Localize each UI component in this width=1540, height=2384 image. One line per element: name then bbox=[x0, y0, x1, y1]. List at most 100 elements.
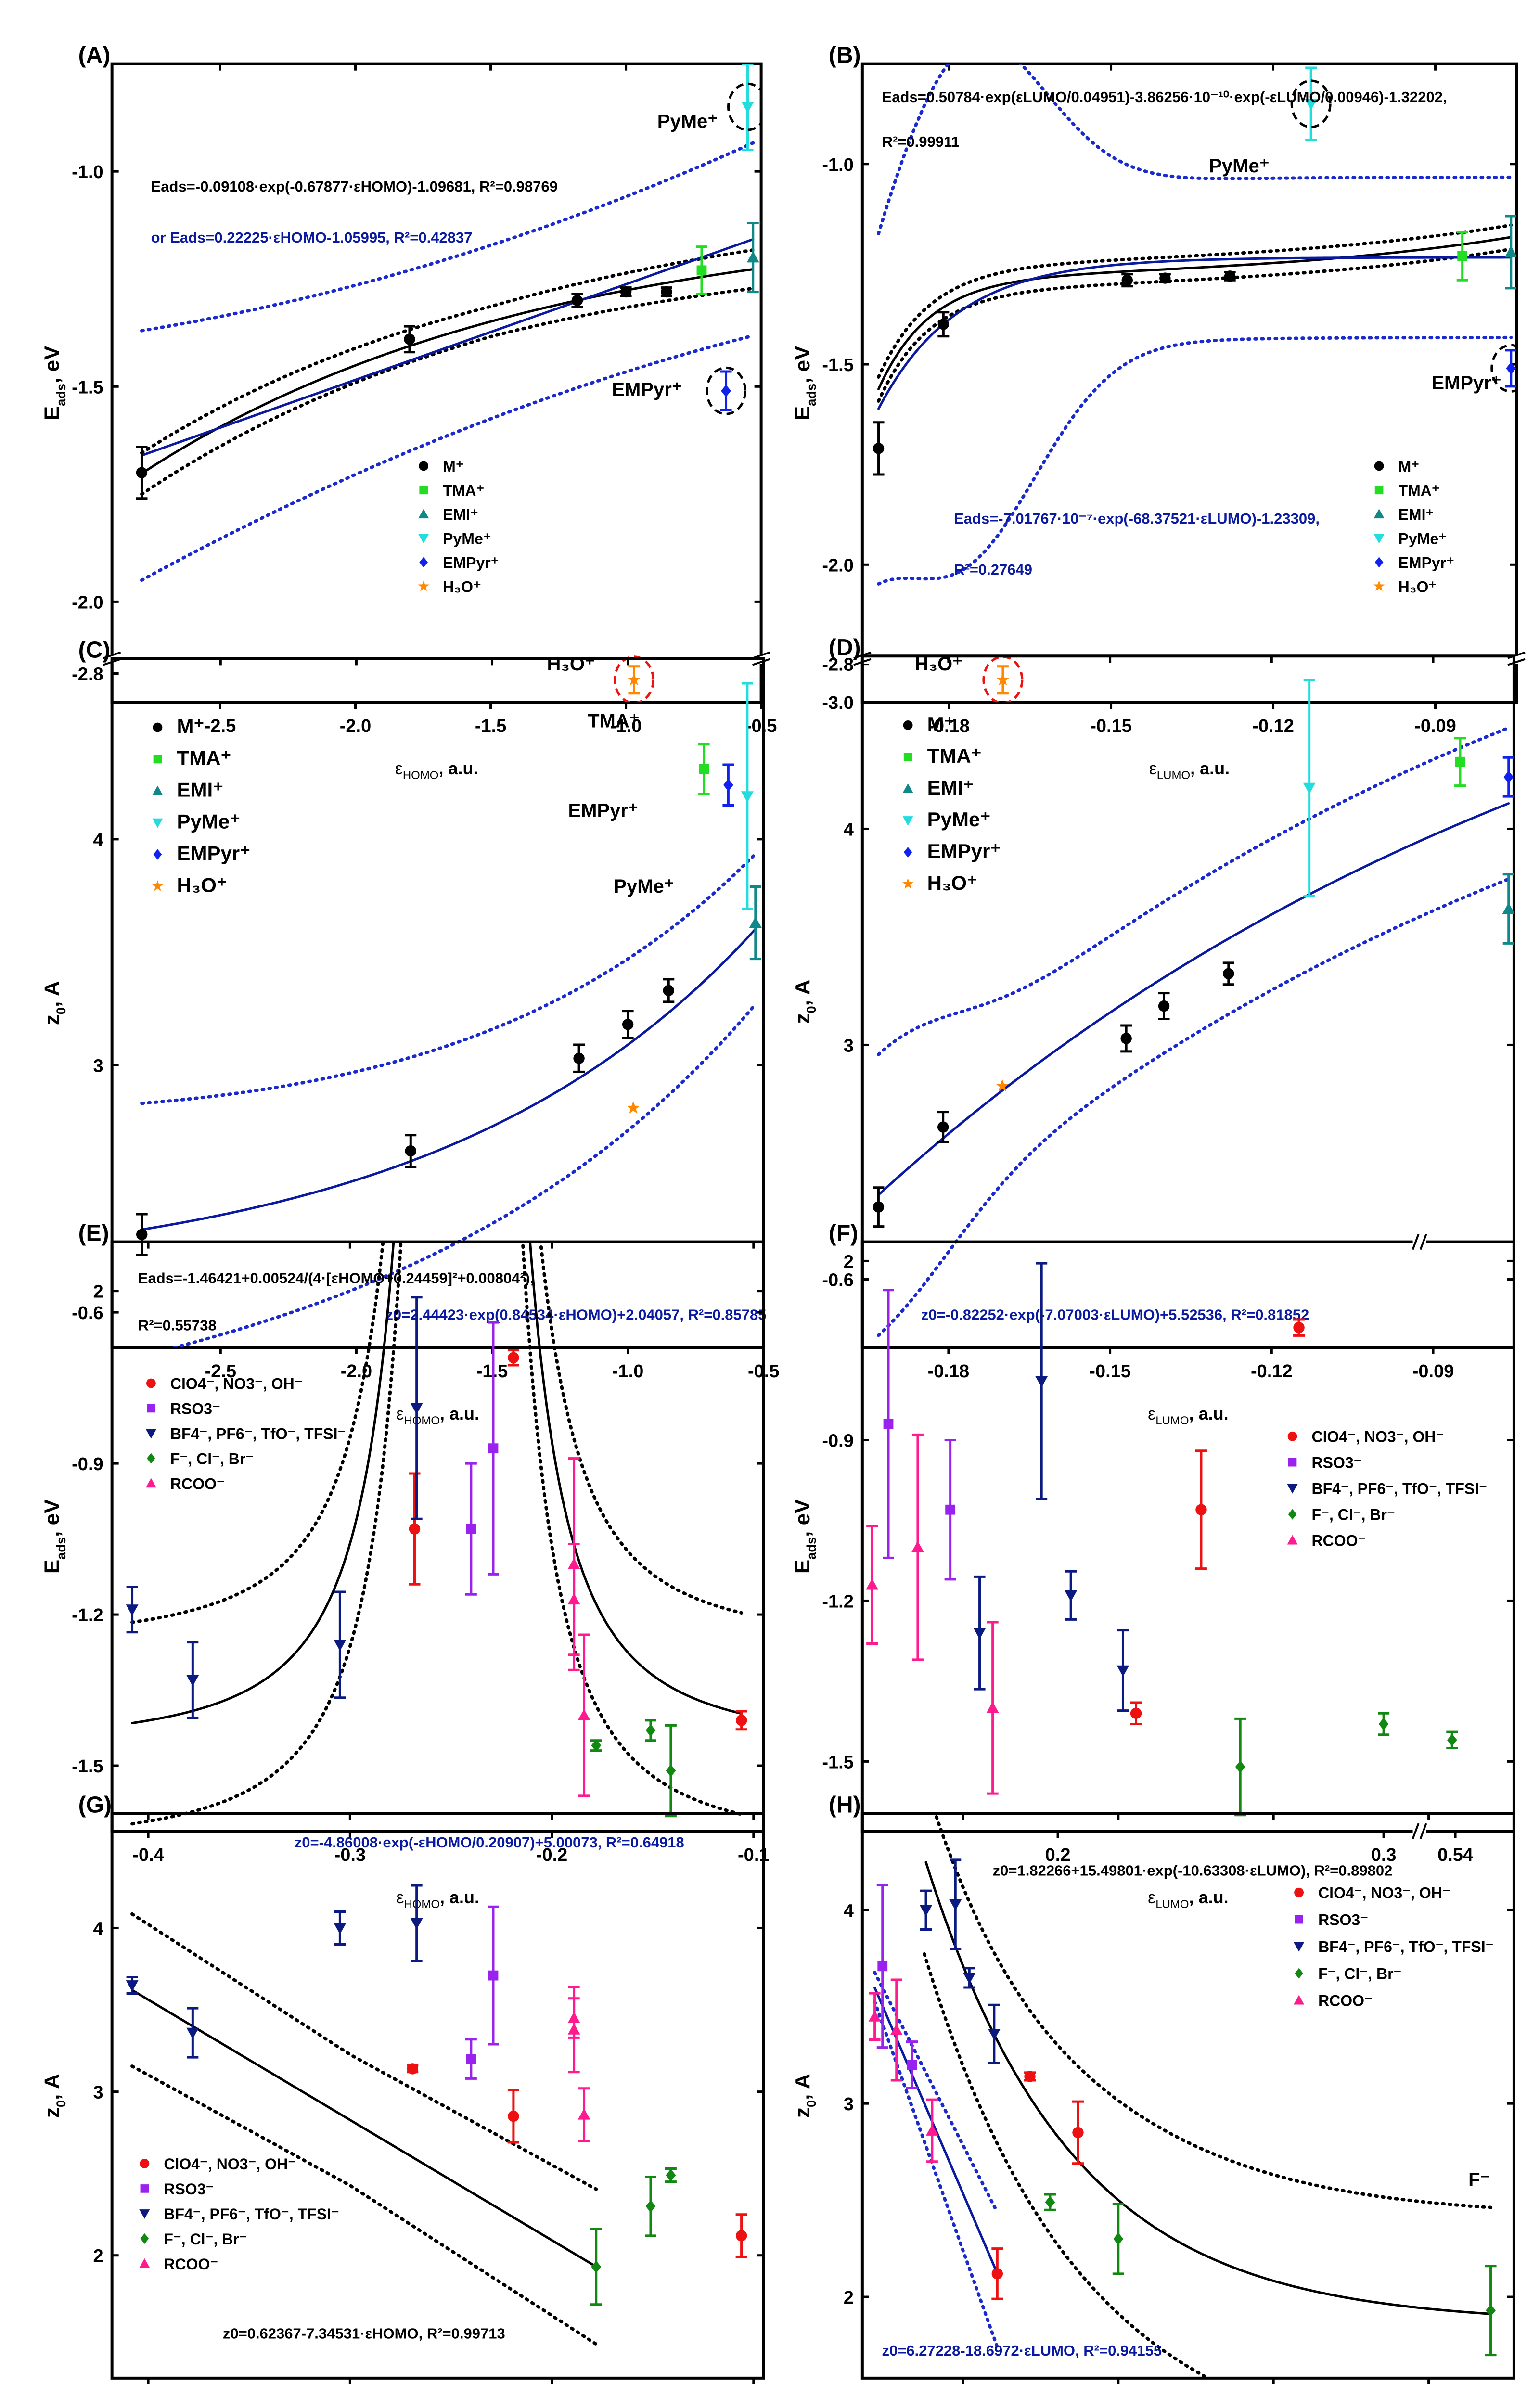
fit-curve-linH_up bbox=[873, 1971, 999, 2214]
legend-label: BF4⁻, PF6⁻, TfO⁻, TFSI⁻ bbox=[1312, 1480, 1487, 1498]
plot-area bbox=[136, 64, 761, 703]
legend-label: PyMe⁺ bbox=[443, 530, 491, 547]
plot-area bbox=[126, 1242, 747, 1826]
legend-item: PyMe⁺ bbox=[1373, 530, 1447, 547]
data-point bbox=[1158, 992, 1170, 1021]
data-point bbox=[663, 978, 675, 1003]
marker-triangle-up bbox=[1287, 1535, 1298, 1545]
marker-diamond bbox=[903, 846, 912, 858]
data-point bbox=[660, 286, 672, 298]
axis-break-mark bbox=[1412, 1233, 1420, 1250]
legend-item: EMPyr⁺ bbox=[903, 840, 1001, 862]
marker-triangle-down bbox=[741, 791, 754, 803]
data-point bbox=[1224, 270, 1236, 282]
data-point bbox=[126, 1976, 139, 1995]
highlight-circle bbox=[727, 82, 761, 131]
marker-triangle-down bbox=[418, 534, 429, 544]
marker-star bbox=[1373, 580, 1385, 591]
marker-triangle-down bbox=[741, 102, 754, 114]
legend-label: RCOO⁻ bbox=[1318, 1992, 1373, 2010]
data-point bbox=[620, 286, 632, 298]
marker-diamond bbox=[1447, 1733, 1457, 1746]
fit-curve-lorE_up bbox=[130, 1242, 744, 1624]
data-point bbox=[487, 1905, 499, 2046]
panel-label: (F) bbox=[829, 1221, 858, 1246]
legend-label: ClO4⁻, NO3⁻, OH⁻ bbox=[164, 2155, 296, 2173]
y-axis-label-unit: , eV bbox=[791, 1499, 814, 1537]
panel-B: (B) -2.0 -1.5 -1.0 -2.8 -3.0 -0.18 -0.15 -0.12 -0… bbox=[791, 43, 1526, 782]
data-point bbox=[1504, 215, 1517, 290]
data-point bbox=[410, 1296, 423, 1520]
marker-diamond bbox=[1486, 2304, 1496, 2317]
marker-diamond bbox=[1235, 1760, 1245, 1773]
y-axis-label-symbol: z bbox=[40, 1014, 64, 1025]
x-tick-label: -0.12 bbox=[1252, 716, 1294, 736]
marker-diamond bbox=[591, 1739, 602, 1752]
y-tick-label: 2 bbox=[844, 2288, 854, 2308]
x-axis-label-symbol: ε bbox=[396, 1887, 404, 1907]
legend-item: TMA⁺ bbox=[1374, 482, 1440, 499]
legend-label: PyMe⁺ bbox=[1399, 530, 1447, 547]
marker-circle bbox=[1120, 1033, 1132, 1044]
marker-diamond bbox=[591, 2260, 602, 2273]
axis-break-mark bbox=[752, 658, 770, 666]
marker-triangle-up bbox=[749, 916, 762, 928]
data-point bbox=[906, 2040, 918, 2089]
x-axis-label-subscript: LUMO bbox=[1155, 1414, 1189, 1427]
legend-item: F⁻, Cl⁻, Br⁻ bbox=[1295, 1965, 1401, 1983]
plot-frame bbox=[860, 1240, 1515, 1833]
plot-frame bbox=[110, 62, 763, 704]
x-axis-label-subscript: HOMO bbox=[404, 1898, 440, 1911]
data-point bbox=[1072, 2100, 1084, 2165]
marker-star bbox=[627, 1101, 640, 1114]
marker-circle bbox=[903, 720, 913, 730]
data-point bbox=[665, 1724, 677, 1818]
plot-area bbox=[868, 1813, 1497, 2378]
marker-circle bbox=[508, 1352, 519, 1364]
legend-item: RSO3⁻ bbox=[1288, 1454, 1362, 1472]
fit-curve-lorE_lo bbox=[130, 1242, 744, 1826]
legend-item: ClO4⁻, NO3⁻, OH⁻ bbox=[1294, 1884, 1450, 1902]
legend-label: H₃O⁺ bbox=[1399, 578, 1437, 595]
data-point bbox=[1378, 1712, 1390, 1736]
marker-circle bbox=[1121, 274, 1133, 286]
marker-circle bbox=[573, 1052, 585, 1064]
equation-annotation: z0=-4.86008·exp(-εHOMO/0.20907)+5.00073,… bbox=[295, 1834, 684, 1851]
marker-circle bbox=[1223, 968, 1234, 979]
legend-item: RCOO⁻ bbox=[139, 2256, 218, 2273]
marker-diamond bbox=[153, 849, 162, 860]
legend: M⁺ TMA⁺ EMI⁺ PyMe⁺ EMPyr⁺ H₃O⁺ bbox=[418, 458, 499, 595]
marker-triangle-up bbox=[1504, 245, 1517, 257]
data-point bbox=[727, 64, 761, 151]
marker-circle bbox=[1072, 2127, 1084, 2139]
marker-triangle-up bbox=[578, 1709, 590, 1720]
marker-diamond bbox=[1506, 362, 1516, 375]
marker-triangle-down bbox=[1287, 1484, 1298, 1494]
data-point bbox=[1130, 1701, 1142, 1725]
data-point bbox=[722, 763, 734, 807]
marker-diamond bbox=[419, 557, 428, 568]
legend-label: F⁻, Cl⁻, Br⁻ bbox=[170, 1450, 254, 1467]
marker-circle bbox=[405, 1145, 416, 1157]
fit-curve-linG_up bbox=[130, 1912, 598, 2191]
fit-curve-expA_lo bbox=[140, 286, 755, 496]
data-point bbox=[1456, 231, 1468, 282]
y-axis-label-symbol: E bbox=[40, 406, 64, 420]
data-point bbox=[1112, 2203, 1124, 2275]
legend: ClO4⁻, NO3⁻, OH⁻ RSO3⁻ BF4⁻, PF6⁻, TfO⁻, T… bbox=[1287, 1428, 1487, 1550]
legend-item: EMI⁺ bbox=[1373, 506, 1434, 523]
marker-square bbox=[466, 2054, 476, 2064]
legend-item: RCOO⁻ bbox=[145, 1475, 225, 1492]
marker-triangle-up bbox=[418, 509, 429, 519]
marker-triangle-down bbox=[139, 2209, 150, 2219]
marker-square bbox=[877, 1961, 888, 1972]
data-point bbox=[613, 655, 654, 703]
legend-label: ClO4⁻, NO3⁻, OH⁻ bbox=[1312, 1428, 1444, 1446]
legend-item: BF4⁻, PF6⁻, TfO⁻, TFSI⁻ bbox=[139, 2205, 339, 2223]
legend-item: F⁻, Cl⁻, Br⁻ bbox=[1288, 1506, 1395, 1524]
data-point bbox=[590, 1739, 602, 1752]
y-axis-label-subscript: ads bbox=[804, 384, 819, 406]
fit-curve-doubleB bbox=[877, 236, 1513, 390]
x-axis-label-unit: , a.u. bbox=[440, 1887, 479, 1907]
